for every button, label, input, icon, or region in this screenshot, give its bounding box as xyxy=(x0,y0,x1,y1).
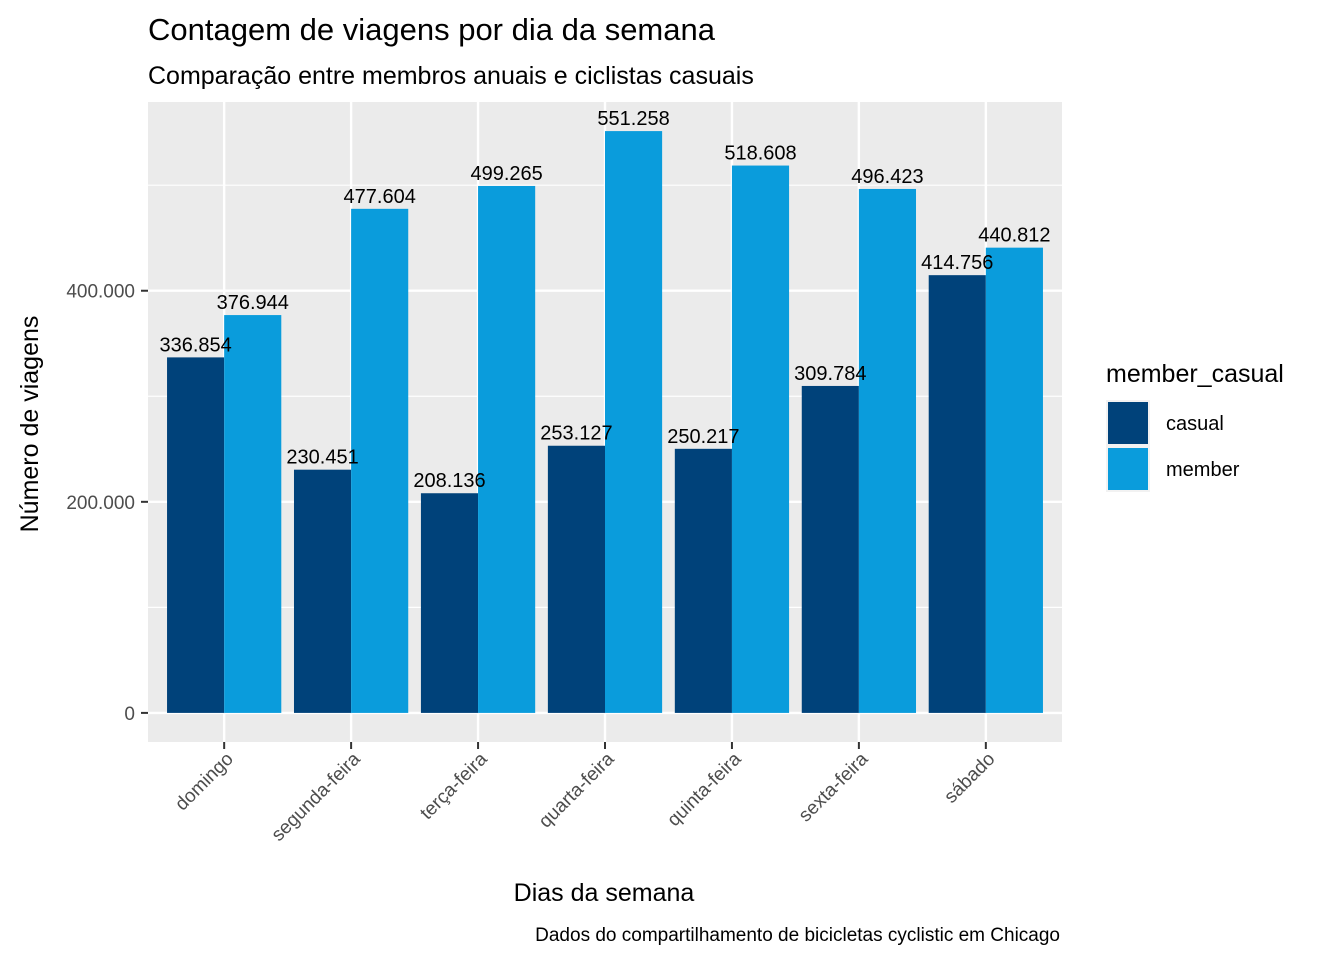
x-axis-title: Dias da semana xyxy=(514,879,695,907)
bar-member xyxy=(985,247,1043,713)
x-axis: domingo segunda-feira terça-feira quarta-fe… xyxy=(171,742,999,846)
legend-label-casual: casual xyxy=(1166,413,1224,435)
data-label-casual: 309.784 xyxy=(794,363,866,385)
data-label-member: 496.423 xyxy=(851,166,923,188)
bar-casual xyxy=(801,385,859,713)
data-label-casual: 253.127 xyxy=(540,423,612,445)
data-label-member: 477.604 xyxy=(344,186,416,208)
data-label-casual: 336.854 xyxy=(159,334,231,356)
y-tick-label: 400.000 xyxy=(66,282,135,303)
chart-title: Contagem de viagens por dia da semana xyxy=(148,12,716,47)
bar-casual xyxy=(420,493,479,713)
x-tick-label: domingo xyxy=(171,749,237,815)
y-tick-label: 0 xyxy=(124,704,135,725)
bars xyxy=(167,131,1043,713)
x-tick-label: segunda-feira xyxy=(268,748,365,845)
legend-swatch-casual xyxy=(1108,402,1148,444)
legend: member_casual casual member xyxy=(1106,360,1284,492)
bar-casual xyxy=(167,357,225,713)
bar-member xyxy=(858,188,917,713)
legend-title: member_casual xyxy=(1106,360,1284,388)
x-tick-label: quarta-feira xyxy=(535,748,619,832)
x-tick-label: terça-feira xyxy=(416,748,492,824)
data-labels: 336.854 230.451 208.136 253.127 250.217 309.7… xyxy=(159,108,1050,492)
data-label-casual: 208.136 xyxy=(413,470,485,492)
bar-member xyxy=(605,131,663,713)
bar-casual xyxy=(674,448,732,713)
data-label-member: 518.608 xyxy=(724,143,796,165)
legend-label-member: member xyxy=(1166,459,1240,481)
y-axis-title: Número de viagens xyxy=(16,316,44,533)
y-axis: 0 200.000 400.000 xyxy=(66,282,148,725)
data-label-casual: 230.451 xyxy=(286,447,358,469)
chart-caption: Dados do compartilhamento de bicicletas … xyxy=(535,925,1060,946)
chart-subtitle: Comparação entre membros anuais e ciclis… xyxy=(148,62,754,90)
bar-casual xyxy=(547,445,605,713)
data-label-casual: 414.756 xyxy=(921,252,993,274)
bar-member xyxy=(224,315,282,713)
bar-member xyxy=(478,185,536,713)
data-label-member: 551.258 xyxy=(597,108,669,130)
data-label-casual: 250.217 xyxy=(667,426,739,448)
data-label-member: 499.265 xyxy=(470,163,542,185)
legend-swatch-member xyxy=(1108,448,1148,490)
bar-casual xyxy=(928,275,986,713)
bar-member xyxy=(351,208,409,713)
x-tick-label: sexta-feira xyxy=(795,748,873,826)
bar-casual xyxy=(293,469,352,713)
data-label-member: 440.812 xyxy=(978,225,1050,247)
x-tick-label: sábado xyxy=(940,749,999,808)
y-tick-label: 200.000 xyxy=(66,493,135,514)
bar-member xyxy=(731,165,790,713)
data-label-member: 376.944 xyxy=(217,292,289,314)
x-tick-label: quinta-feira xyxy=(663,748,745,830)
